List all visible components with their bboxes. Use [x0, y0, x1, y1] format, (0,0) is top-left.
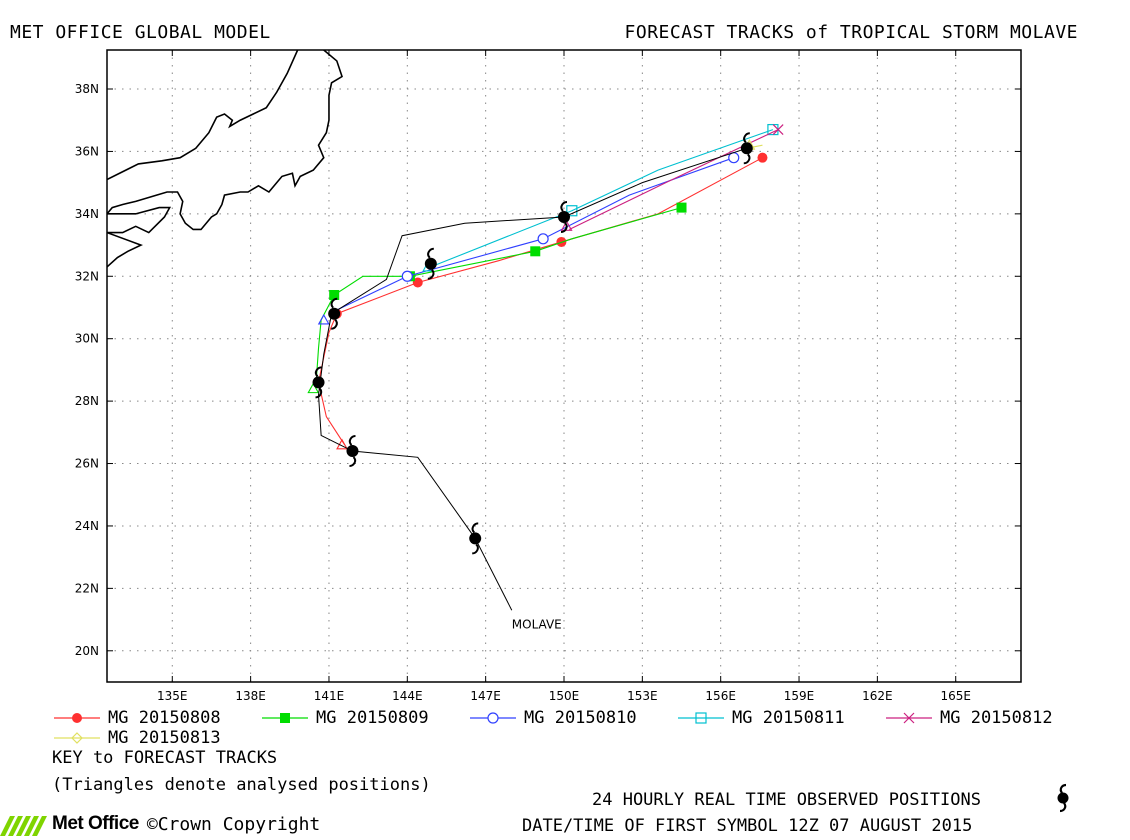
met-office-brand: Met Office	[52, 813, 139, 834]
track-mg-20150808	[313, 152, 768, 446]
legend-label: MG 20150809	[316, 708, 429, 728]
axis-ticks: 135E 138E 141E 144E 147E 150E 153E 156E 159E 162E…	[75, 50, 1021, 703]
tropical-storm-icon	[469, 522, 482, 555]
open-square-marker	[695, 712, 707, 724]
tropical-storm-icon	[312, 366, 325, 399]
lat-tick-label: 34N	[75, 207, 99, 221]
lon-tick-label: 165E	[940, 689, 971, 703]
triangle-marker	[307, 382, 320, 394]
cross-marker	[772, 124, 784, 136]
legend-item: MG 20150813	[52, 728, 221, 748]
met-office-logo-icon	[0, 816, 47, 836]
open-circle-marker	[537, 233, 549, 245]
track-mg-20150809	[315, 202, 687, 386]
legend-swatch	[886, 712, 932, 724]
track-line	[568, 129, 779, 230]
observed-track-line	[318, 147, 747, 611]
legend-label: MG 20150811	[732, 708, 845, 728]
coastline	[107, 231, 144, 268]
coastline	[107, 50, 299, 181]
legend-swatch	[470, 712, 516, 724]
lon-tick-label: 138E	[235, 689, 266, 703]
triangle-marker	[317, 313, 330, 325]
met-office-logo: Met Office ©Crown Copyright	[0, 812, 320, 836]
tropical-storm-icon	[328, 297, 341, 330]
legend-swatch	[678, 712, 724, 724]
track-line	[430, 129, 774, 268]
legend-item: MG 20150810	[468, 708, 637, 728]
legend-label: MG 20150813	[108, 728, 221, 748]
tropical-storm-icon	[346, 435, 359, 468]
lat-tick-label: 30N	[75, 332, 99, 346]
storm-name-label: MOLAVE	[512, 617, 562, 631]
key-note: (Triangles denote analysed positions)	[52, 775, 431, 795]
lat-tick-label: 26N	[75, 457, 99, 471]
first-symbol-datetime: DATE/TIME OF FIRST SYMBOL 12Z 07 AUGUST …	[522, 816, 973, 836]
open-square-marker	[767, 123, 779, 136]
filled-square-marker	[530, 246, 541, 257]
model-title: MET OFFICE GLOBAL MODEL	[10, 22, 271, 43]
legend-item: MG 20150809	[260, 708, 429, 728]
lon-tick-label: 144E	[392, 689, 423, 703]
lon-tick-label: 153E	[627, 689, 658, 703]
lat-tick-label: 22N	[75, 581, 99, 595]
tropical-storm-icon	[558, 200, 570, 233]
lat-tick-label: 36N	[75, 144, 99, 158]
legend-item: MG 20150811	[676, 708, 845, 728]
map-grid	[107, 50, 1021, 682]
legend-swatch	[54, 732, 100, 744]
tropical-storm-icon	[1057, 783, 1069, 813]
chart-title: FORECAST TRACKS of TROPICAL STORM MOLAVE	[624, 22, 1078, 43]
lat-tick-label: 32N	[75, 269, 99, 283]
open-circle-marker	[401, 270, 413, 282]
lon-tick-label: 141E	[314, 689, 345, 703]
track-line	[315, 207, 682, 386]
lat-tick-label: 28N	[75, 394, 99, 408]
legend-item: MG 20150812	[884, 708, 1053, 728]
lon-tick-label: 147E	[470, 689, 501, 703]
track-line	[317, 157, 763, 446]
open-circle-marker	[487, 712, 499, 724]
coastlines	[107, 50, 343, 268]
lon-tick-label: 159E	[784, 689, 815, 703]
lon-tick-label: 150E	[549, 689, 580, 703]
filled-square-marker	[329, 289, 340, 300]
observed-track	[312, 132, 753, 611]
legend-label: MG 20150810	[524, 708, 637, 728]
cross-marker	[903, 712, 915, 724]
track-mg-20150811	[430, 123, 779, 268]
track-mg-20150810	[328, 152, 740, 315]
copyright-text: ©Crown Copyright	[146, 813, 321, 835]
track-line	[328, 157, 734, 315]
coastline	[107, 50, 343, 231]
legend-swatch	[262, 713, 308, 723]
lon-tick-label: 135E	[157, 689, 188, 703]
observed-positions-note: 24 HOURLY REAL TIME OBSERVED POSITIONS	[592, 790, 981, 810]
tropical-storm-icon	[424, 247, 437, 280]
legend-item: MG 20150808	[52, 708, 221, 728]
filled-square-marker	[280, 713, 290, 723]
legend-swatch	[54, 713, 100, 723]
lat-tick-label: 38N	[75, 82, 99, 96]
lon-tick-label: 156E	[705, 689, 736, 703]
lon-tick-label: 162E	[862, 689, 893, 703]
lat-tick-label: 20N	[75, 644, 99, 658]
tropical-storm-icon	[740, 132, 753, 165]
filled-circle-marker	[757, 152, 768, 163]
diamond-marker	[71, 732, 83, 744]
legend-label: MG 20150808	[108, 708, 221, 728]
filled-circle-marker	[412, 277, 423, 288]
filled-square-marker	[676, 202, 687, 213]
coastline	[107, 206, 172, 234]
open-square-marker	[566, 205, 578, 217]
analysed-positions	[307, 139, 756, 450]
legend-label: MG 20150812	[940, 708, 1053, 728]
filled-circle-marker	[72, 713, 82, 723]
track-mg-20150812	[568, 124, 784, 230]
lat-tick-label: 24N	[75, 519, 99, 533]
key-title: KEY to FORECAST TRACKS	[52, 748, 278, 768]
triangle-marker	[560, 220, 573, 231]
forecast-tracks	[307, 123, 784, 450]
